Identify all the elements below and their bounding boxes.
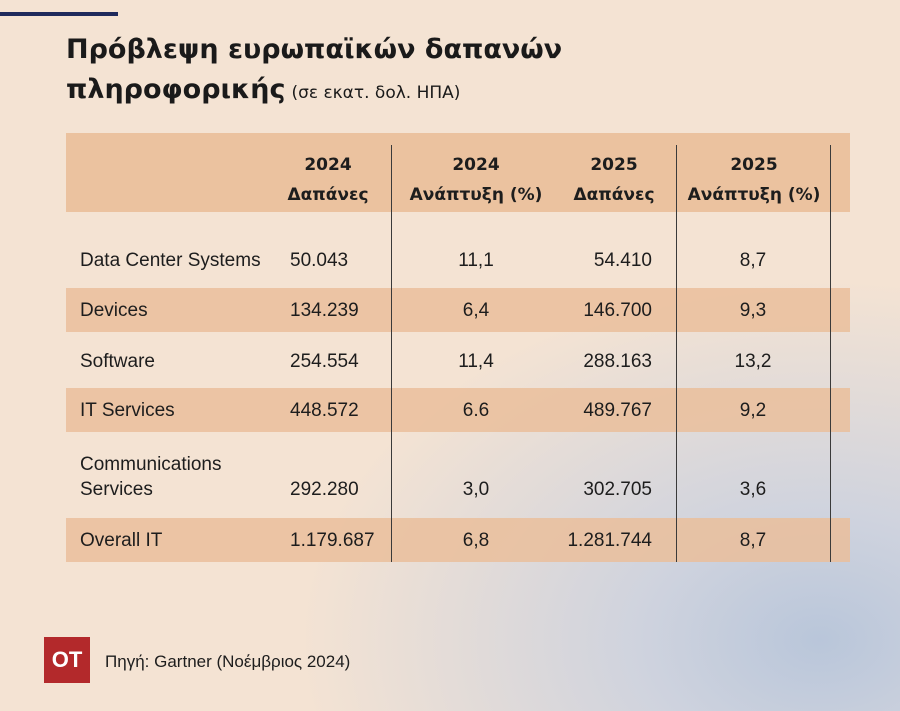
column-header: 2024 Ανάπτυξη (%) (401, 150, 551, 210)
header-label: Δαπάνες (573, 185, 655, 205)
row-label: IT Services (80, 399, 175, 421)
logo: OT (44, 637, 90, 683)
row-band (66, 518, 850, 562)
cell: 9,2 (739, 399, 767, 421)
cell: 11,1 (458, 249, 494, 271)
header-year: 2025 (730, 155, 778, 175)
source: Πηγή: Gartner (Νοέμβριος 2024) (105, 652, 351, 671)
cell: 134.239 (290, 299, 359, 321)
cell: 54.410 (593, 249, 652, 271)
cell: 448.572 (290, 399, 359, 421)
cell: 6,4 (462, 299, 490, 321)
column-header: 2025 Ανάπτυξη (%) (679, 150, 829, 210)
cell: 254.554 (290, 351, 359, 372)
header-label: Δαπάνες (287, 185, 369, 205)
header-label: Ανάπτυξη (%) (409, 185, 543, 205)
header-year: 2024 (452, 155, 500, 175)
cell: 288.163 (583, 351, 652, 372)
row-label: Overall IT (80, 529, 163, 551)
cell: 292.280 (290, 479, 359, 500)
cell: 6,8 (462, 529, 490, 551)
header-year: 2024 (304, 155, 352, 175)
row-label: Data Center Systems (80, 249, 261, 271)
row-label: Software (80, 351, 155, 372)
cell: 146.700 (583, 299, 652, 321)
table-header (66, 133, 850, 212)
row-label: Devices (80, 299, 148, 321)
cell: 3,0 (462, 479, 490, 500)
cell: 3,6 (739, 479, 767, 500)
column-header: 2025 Δαπάνες (554, 150, 674, 210)
column-divider (830, 145, 831, 562)
cell: 9,3 (739, 299, 767, 321)
cell: 11,4 (458, 351, 494, 372)
cell: 302.705 (583, 479, 652, 500)
subtitle: (σε εκατ. δολ. ΗΠΑ) (291, 83, 461, 103)
column-divider (676, 145, 677, 562)
title: Πρόβλεψη ευρωπαϊκών δαπανών (66, 34, 563, 65)
cell: 50.043 (290, 249, 349, 271)
column-divider (391, 145, 392, 562)
cell: 13,2 (734, 351, 772, 372)
row-band (66, 288, 850, 332)
cell: 1.179.687 (290, 529, 375, 551)
row-label: Communications Services (80, 454, 222, 500)
cell: 8,7 (739, 529, 767, 551)
header-year: 2025 (590, 155, 638, 175)
header-label: Ανάπτυξη (%) (687, 185, 821, 205)
title: πληροφορικής (66, 74, 286, 105)
cell: 8,7 (739, 249, 767, 271)
cell: 6.6 (462, 399, 490, 421)
row-band (66, 388, 850, 432)
column-header: 2024 Δαπάνες (268, 150, 388, 210)
cell: 1.281.744 (567, 529, 652, 551)
accent-line (0, 12, 118, 16)
title: πληροφορικής (σε εκατ. δολ. ΗΠΑ) (66, 74, 460, 105)
cell: 489.767 (583, 399, 652, 421)
